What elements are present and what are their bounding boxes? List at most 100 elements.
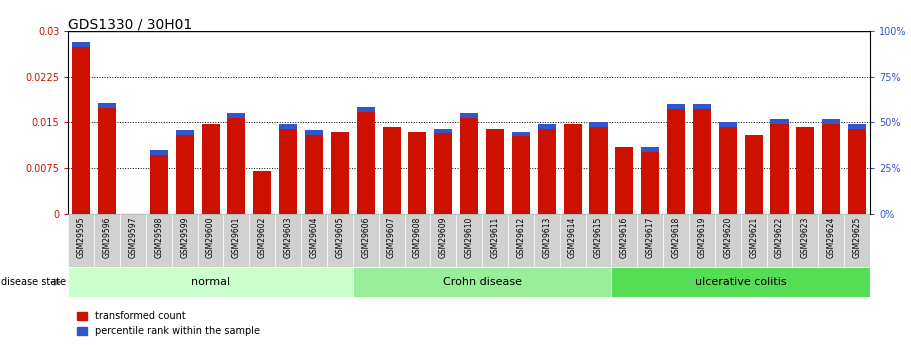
Bar [68,267,353,297]
Bar [120,214,146,267]
Bar [589,122,608,214]
Text: GSM29601: GSM29601 [232,217,241,258]
Text: GSM29606: GSM29606 [362,217,370,258]
Text: GSM29615: GSM29615 [594,217,603,258]
Bar [353,214,379,267]
Bar [146,214,172,267]
Bar [72,42,90,47]
Text: GSM29625: GSM29625 [853,217,862,258]
Bar [848,124,866,214]
Bar [848,124,866,129]
Bar [228,113,245,214]
Bar [404,214,430,267]
Bar [172,214,198,267]
Text: GSM29624: GSM29624 [826,217,835,258]
Bar [508,214,534,267]
Bar [435,129,453,134]
Bar [149,150,168,155]
Bar [456,214,482,267]
Bar [223,214,250,267]
Text: GSM29608: GSM29608 [413,217,422,258]
Text: GSM29614: GSM29614 [568,217,577,258]
Bar [72,42,90,214]
Bar [822,119,840,124]
Bar [638,214,663,267]
Bar [663,214,689,267]
Bar [301,214,327,267]
Bar [305,130,323,135]
Bar [98,103,117,214]
Bar [275,214,301,267]
Bar [460,113,478,214]
Text: normal: normal [191,277,230,287]
Text: GSM29609: GSM29609 [439,217,448,258]
Bar [822,119,840,214]
Bar [68,214,94,267]
Bar [793,214,818,267]
Bar [379,214,404,267]
Bar [641,147,660,214]
Text: GSM29596: GSM29596 [103,217,112,258]
Bar [689,214,715,267]
Text: GSM29600: GSM29600 [206,217,215,258]
Bar [149,150,168,214]
Bar [771,119,789,214]
Bar [741,214,766,267]
Bar [253,171,271,214]
Bar [353,267,611,297]
Bar [482,214,508,267]
Bar [693,104,711,214]
Bar [818,214,844,267]
Text: GSM29597: GSM29597 [128,217,138,258]
Bar [357,107,374,214]
Text: Crohn disease: Crohn disease [443,277,522,287]
Bar [693,104,711,109]
Bar [796,127,814,214]
Bar [512,132,530,137]
Bar [559,214,586,267]
Bar [719,122,737,214]
Bar [715,214,741,267]
Bar [430,214,456,267]
Text: GSM29620: GSM29620 [723,217,732,258]
Bar [198,214,223,267]
Text: GSM29616: GSM29616 [619,217,629,258]
Bar [460,113,478,118]
Bar [98,103,117,108]
Bar [486,129,504,214]
Text: GSM29613: GSM29613 [542,217,551,258]
Bar [771,119,789,124]
Text: GSM29603: GSM29603 [283,217,292,258]
Bar [667,104,685,214]
Text: GSM29619: GSM29619 [698,217,706,258]
Text: GSM29617: GSM29617 [646,217,655,258]
Bar [537,124,556,129]
Bar [641,147,660,152]
Bar [611,214,638,267]
Bar [176,130,194,214]
Bar [537,124,556,214]
Text: GSM29598: GSM29598 [154,217,163,258]
Bar [176,130,194,135]
Bar [279,124,297,129]
Text: GSM29618: GSM29618 [671,217,681,258]
Legend: transformed count, percentile rank within the sample: transformed count, percentile rank withi… [73,307,263,340]
Bar [94,214,120,267]
Text: GSM29612: GSM29612 [517,217,526,258]
Text: GDS1330 / 30H01: GDS1330 / 30H01 [68,17,192,31]
Bar [589,122,608,127]
Text: disease state: disease state [1,277,66,287]
Bar [586,214,611,267]
Bar [564,124,581,214]
Bar [331,132,349,214]
Bar [611,267,870,297]
Bar [615,147,633,214]
Bar [667,104,685,109]
Text: GSM29602: GSM29602 [258,217,267,258]
Text: GSM29622: GSM29622 [775,217,784,258]
Bar [766,214,793,267]
Text: GSM29621: GSM29621 [749,217,758,258]
Bar [357,107,374,112]
Bar [744,135,763,214]
Bar [279,124,297,214]
